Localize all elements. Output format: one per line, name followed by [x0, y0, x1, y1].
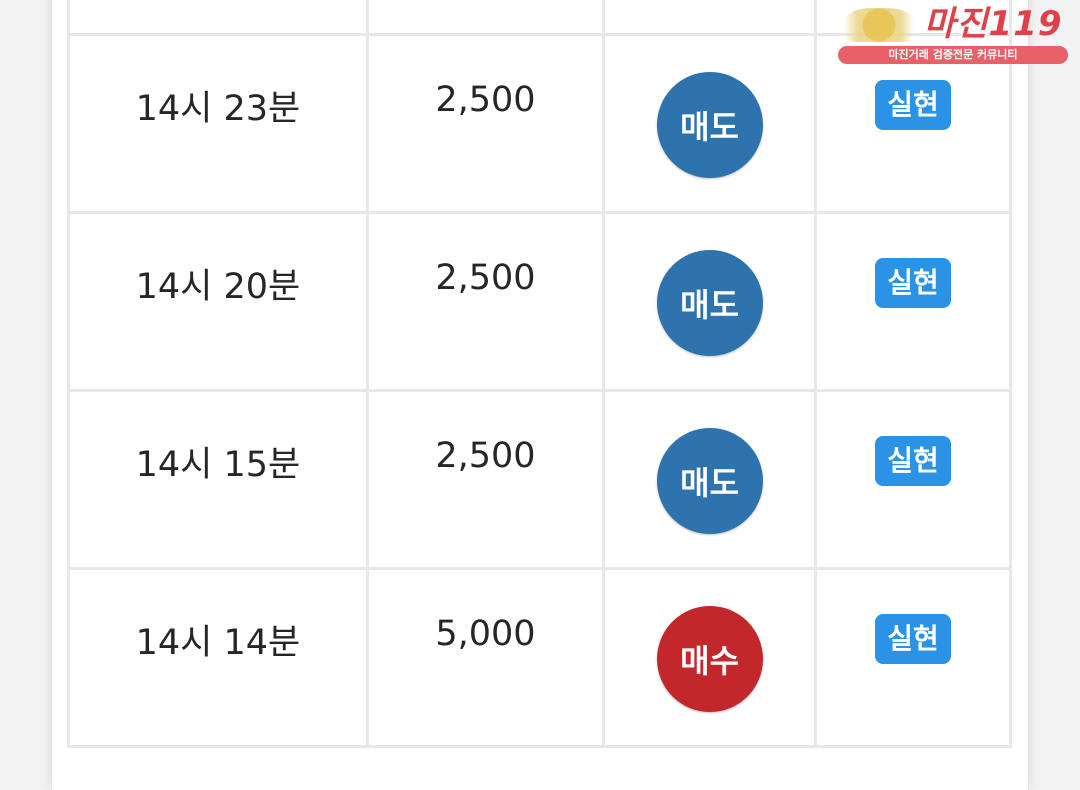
- time-text: 14시 15분: [135, 445, 301, 485]
- amount-cell: [365, 0, 606, 36]
- logo-title: 마진119: [924, 4, 1063, 44]
- status-badge: 실현: [875, 258, 951, 308]
- watermark-logo: 마진119 마진거래 검증전문 커뮤니티: [838, 6, 1070, 66]
- table-row: 14시 23분 2,500 매도 실현: [67, 33, 1012, 214]
- side-cell: 매수: [602, 567, 818, 748]
- trade-history-table: 14시 23분 2,500 매도 실현 14시 20분 2,500 매도 실현 14…: [67, 0, 1012, 748]
- status-cell: 실현: [814, 567, 1012, 748]
- amount-cell: 2,500: [365, 211, 606, 392]
- time-text: 14시 14분: [135, 623, 301, 663]
- time-cell: [67, 0, 369, 36]
- table-row: 14시 14분 5,000 매수 실현: [67, 567, 1012, 748]
- amount-cell: 5,000: [365, 567, 606, 748]
- eagle-emblem-icon: [844, 8, 914, 42]
- time-text: 14시 23분: [135, 89, 301, 129]
- table-row: 14시 20분 2,500 매도 실현: [67, 211, 1012, 392]
- table-row: 14시 15분 2,500 매도 실현: [67, 389, 1012, 570]
- status-badge: 실현: [875, 436, 951, 486]
- side-cell: 매도: [602, 211, 818, 392]
- status-badge: 실현: [875, 80, 951, 130]
- time-text: 14시 20분: [135, 267, 301, 307]
- amount-text: 2,500: [435, 258, 536, 298]
- sell-side-badge: 매도: [656, 72, 763, 178]
- amount-text: 5,000: [435, 614, 536, 654]
- sell-side-badge: 매도: [656, 428, 763, 534]
- status-cell: 실현: [814, 389, 1012, 570]
- amount-text: 2,500: [435, 80, 536, 120]
- time-cell: 14시 14분: [67, 567, 369, 748]
- time-cell: 14시 23분: [67, 33, 369, 214]
- time-cell: 14시 15분: [67, 389, 369, 570]
- side-cell: 매도: [602, 389, 818, 570]
- amount-text: 2,500: [435, 436, 536, 476]
- status-cell: 실현: [814, 211, 1012, 392]
- amount-cell: 2,500: [365, 389, 606, 570]
- side-cell: [602, 0, 818, 36]
- buy-side-badge: 매수: [656, 606, 763, 712]
- time-cell: 14시 20분: [67, 211, 369, 392]
- logo-subtitle: 마진거래 검증전문 커뮤니티: [838, 46, 1068, 64]
- sell-side-badge: 매도: [656, 250, 763, 356]
- status-badge: 실현: [875, 614, 951, 664]
- amount-cell: 2,500: [365, 33, 606, 214]
- side-cell: 매도: [602, 33, 818, 214]
